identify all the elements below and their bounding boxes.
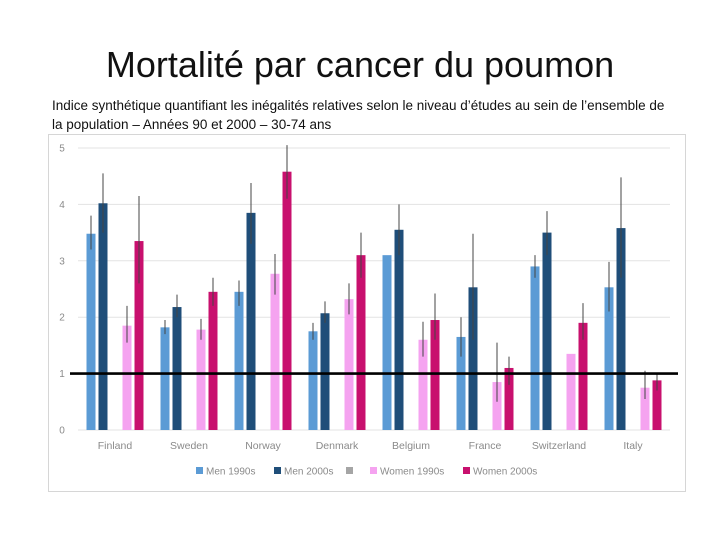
bar (234, 291, 244, 430)
x-tick-label: Denmark (316, 440, 359, 452)
y-tick-label: 2 (59, 313, 65, 324)
bar (456, 336, 466, 430)
y-tick-label: 1 (59, 369, 65, 380)
bar (122, 325, 132, 430)
chart-frame (48, 134, 686, 492)
legend-swatch (274, 467, 281, 474)
bar (430, 320, 440, 430)
bar (320, 313, 330, 430)
y-tick-label: 0 (59, 426, 65, 437)
bar (640, 387, 650, 430)
x-tick-label: Norway (245, 440, 281, 452)
legend-label: Women 1990s (380, 467, 444, 478)
bar (530, 266, 540, 430)
bar (246, 212, 256, 430)
x-tick-label: France (469, 440, 502, 452)
bar (308, 331, 318, 430)
bar (616, 228, 626, 430)
legend-label: Men 1990s (206, 467, 255, 478)
bar (208, 291, 218, 430)
bar (196, 329, 206, 430)
bar (604, 287, 614, 430)
bar (504, 367, 514, 430)
x-tick-label: Finland (98, 440, 133, 452)
bar (382, 255, 392, 430)
bar (492, 382, 502, 430)
bar (566, 353, 576, 430)
x-tick-label: Italy (623, 440, 643, 452)
legend-swatch (196, 467, 203, 474)
bar (356, 255, 366, 430)
bar (270, 273, 280, 430)
legend-swatch (346, 467, 353, 474)
chart-subtitle: Indice synthétique quantifiant les inéga… (52, 98, 665, 132)
bar (578, 322, 588, 430)
legend-swatch (370, 467, 377, 474)
x-tick-label: Sweden (170, 440, 208, 452)
bar (344, 299, 354, 430)
bar (282, 171, 292, 431)
bar (160, 327, 170, 430)
bar (394, 229, 404, 430)
y-tick-label: 4 (59, 200, 65, 211)
bar (468, 287, 478, 430)
bar (134, 241, 144, 430)
bar (418, 339, 428, 430)
bar (98, 203, 108, 430)
legend-label: Men 2000s (284, 467, 333, 478)
bar (86, 233, 96, 430)
bar (542, 232, 552, 430)
bar (652, 380, 662, 430)
y-tick-label: 3 (59, 256, 65, 267)
x-tick-label: Switzerland (532, 440, 586, 452)
y-tick-label: 5 (59, 144, 65, 155)
legend-swatch (463, 467, 470, 474)
legend-label: Women 2000s (473, 467, 537, 478)
x-tick-label: Belgium (392, 440, 430, 452)
bar (172, 307, 182, 430)
page-title: Mortalité par cancer du poumon (105, 44, 615, 85)
